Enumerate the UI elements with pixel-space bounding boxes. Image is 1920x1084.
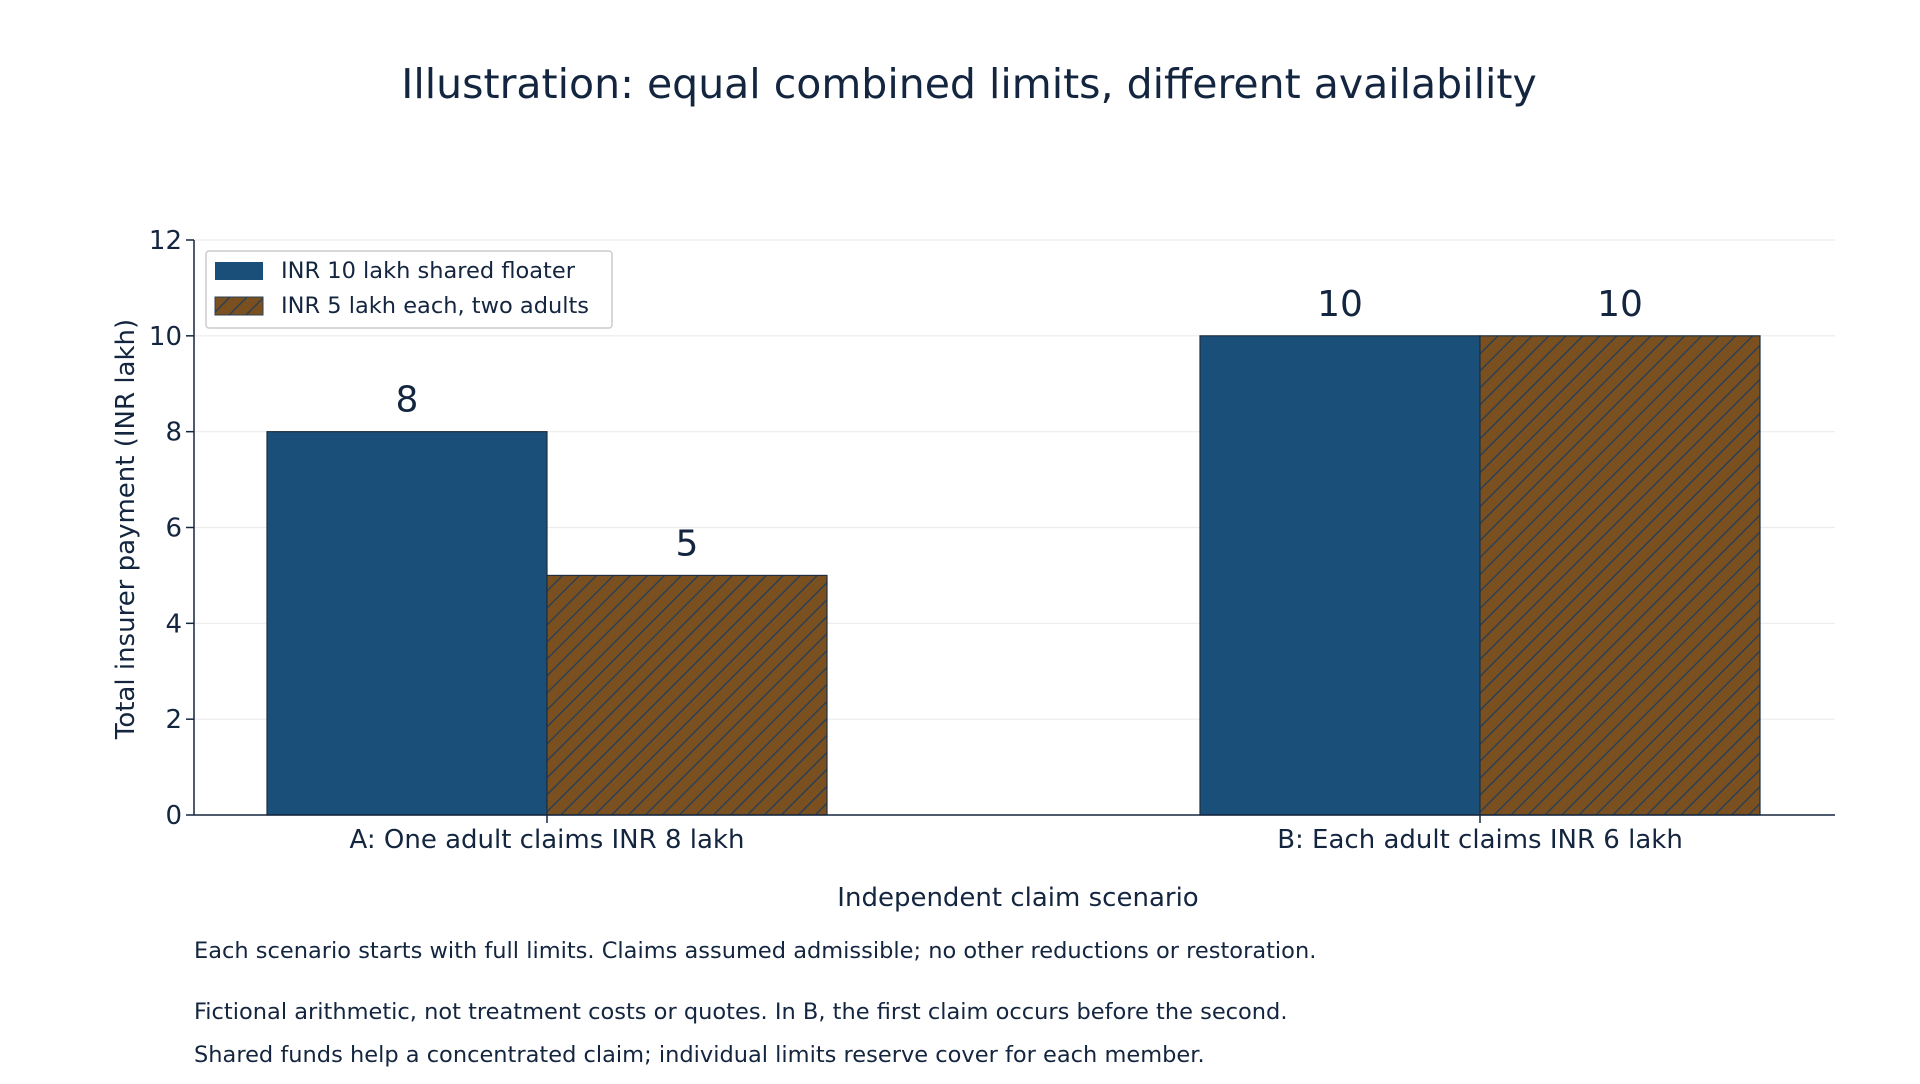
y-tick-label: 2 <box>165 705 182 735</box>
y-tick-label: 0 <box>165 801 182 831</box>
bars <box>266 335 1761 816</box>
bar-floater-1 <box>1199 335 1481 816</box>
footnote-2: Fictional arithmetic, not treatment cost… <box>194 999 1288 1025</box>
x-tick-label: B: Each adult claims INR 6 lakh <box>1277 825 1683 855</box>
legend-swatch-individual <box>214 296 264 316</box>
footnote-3: Shared funds help a concentrated claim; … <box>194 1042 1205 1068</box>
x-axis-label: Independent claim scenario <box>837 883 1198 913</box>
axes: 0 2 4 6 8 10 12 A: One adult claims INR 8 lakh B… <box>149 226 1835 855</box>
y-tick-label: 6 <box>165 514 182 544</box>
legend-frame <box>205 250 613 329</box>
data-labels: 8 5 10 10 <box>396 284 1643 565</box>
bar-value-label: 8 <box>396 380 419 421</box>
y-tick-label: 8 <box>165 418 182 448</box>
footnote-1: Each scenario starts with full limits. C… <box>194 938 1317 964</box>
bar-individual-0 <box>546 574 828 816</box>
bar-value-label: 5 <box>676 523 699 564</box>
legend-label-individual: INR 5 lakh each, two adults <box>281 293 589 319</box>
y-axis-label: Total insurer payment (INR lakh) <box>111 319 141 740</box>
chart-title: Illustration: equal combined limits, dif… <box>401 60 1536 108</box>
bar-floater-0 <box>266 431 548 816</box>
y-tick-label: 12 <box>149 226 182 256</box>
y-tick-label: 10 <box>149 322 182 352</box>
bar-value-label: 10 <box>1317 284 1363 325</box>
x-tick-label: A: One adult claims INR 8 lakh <box>350 825 745 855</box>
bar-individual-1 <box>1479 335 1761 816</box>
legend-swatch-floater <box>215 262 263 280</box>
bar-value-label: 10 <box>1597 284 1643 325</box>
legend-label-floater: INR 10 lakh shared floater <box>281 258 576 284</box>
legend: INR 10 lakh shared floater INR 5 lakh ea… <box>205 250 613 329</box>
y-tick-label: 4 <box>165 609 182 639</box>
